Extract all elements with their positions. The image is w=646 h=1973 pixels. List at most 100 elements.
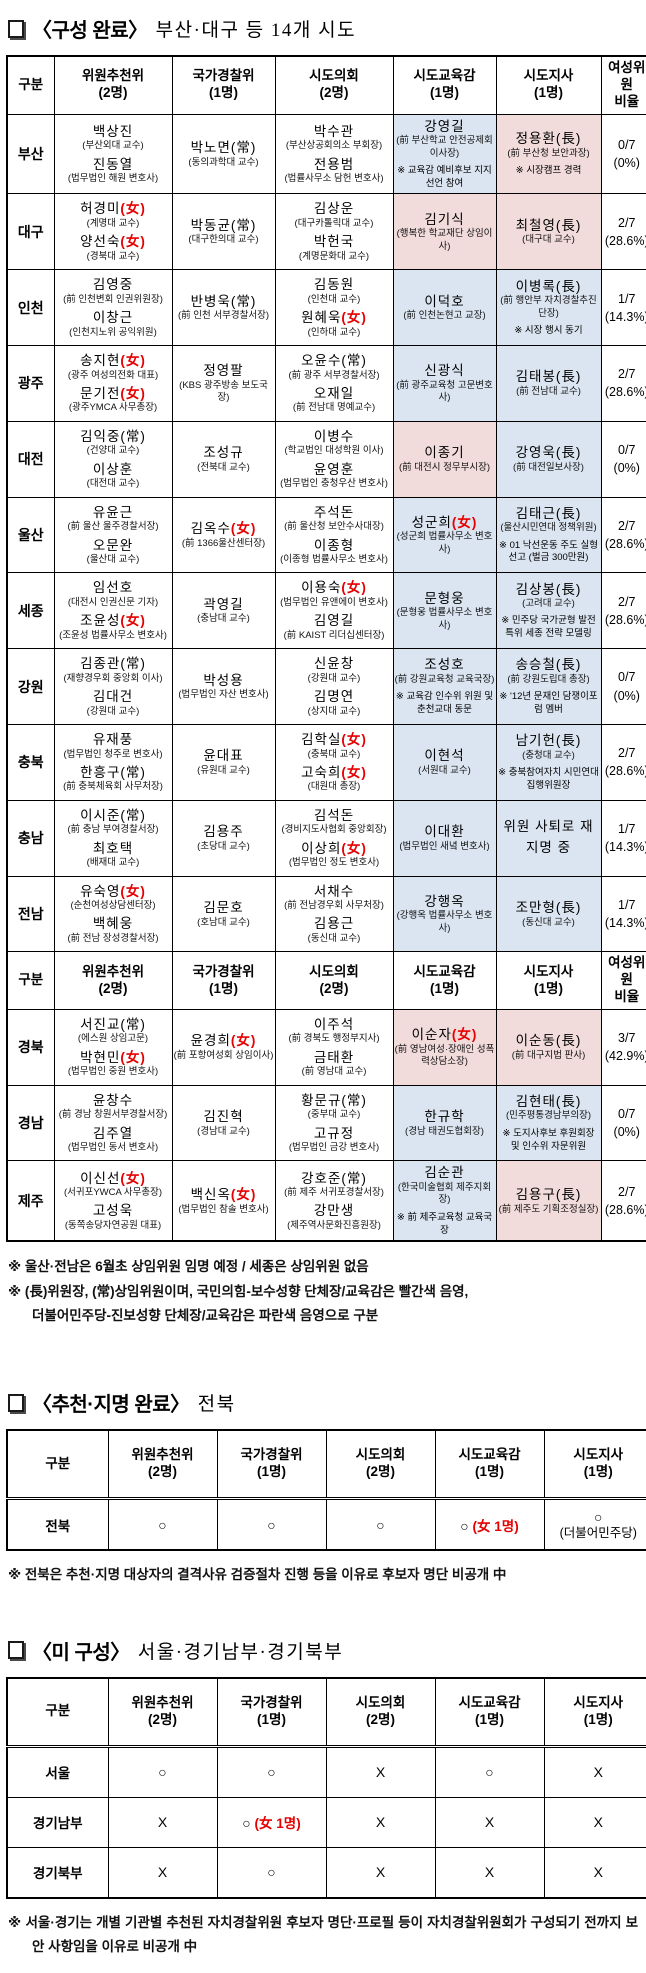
section1-title-rest: 부산·대구 등 14개 시도 [156, 15, 356, 42]
person-desc: (前 부산학교 안전공제회 이사장) [395, 135, 495, 160]
person-name: 이현석 [395, 747, 495, 765]
person-desc: (인천대 교수) [277, 294, 392, 306]
person: 이상훈(대전대 교수) [56, 461, 171, 491]
female-ratio-cell: 2/7(28.6%) [601, 497, 646, 573]
person-desc: (前 1366울산센터장) [174, 538, 274, 550]
section3-footnote: ※ 서울·경기는 개별 기관별 추천된 자치경찰위원 후보자 명단·프로필 등이… [8, 1911, 638, 1960]
section3-title-rest: 서울·경기남부·경기북부 [138, 1637, 343, 1664]
person: 백혜웅(前 전남 장성경찰서장) [56, 915, 171, 945]
person: 김석돈(경비지도사협회 중앙회장) [277, 807, 392, 837]
status-cell: ○ [108, 1746, 217, 1797]
person-note: ※ 교육감 예비후보 지지선언 참여 [395, 165, 495, 191]
status-mark: X [376, 1864, 385, 1880]
person: 백신옥(女)(법무법인 참솔 변호사) [174, 1186, 274, 1216]
person: 김옥수(女)(前 1366울산센터장) [174, 520, 274, 550]
person-name: 고숙희(女) [277, 764, 392, 782]
person-desc: (前 대전시 정무부시장) [395, 462, 495, 474]
person-note: ※ 시장 행시 동기 [498, 325, 600, 338]
national-police-committee-cell: 박성용(법무법인 자산 변호사) [172, 649, 275, 725]
person: 김주열(법무법인 동서 변호사) [56, 1125, 171, 1155]
person: 윤경희(女)(前 포항여성회 상임이사) [174, 1032, 274, 1062]
person-desc: (계명문화대 교수) [277, 251, 392, 263]
recommendation-committee-cell: 유윤근(前 울산 울주경찰서장)오문완(울산대 교수) [54, 497, 172, 573]
status-mark: ○ [242, 1815, 250, 1831]
national-police-committee-cell: 반병욱(常)(前 인천 서부경찰서장) [172, 270, 275, 346]
person-desc: (前 전남대 명예교수) [277, 402, 392, 414]
person-desc: (조윤성 법률사무소 변호사) [56, 630, 171, 642]
person-desc: (충남대 교수) [174, 613, 274, 625]
person-name: 조윤성(女) [56, 612, 171, 630]
person: 양선숙(女)(경북대 교수) [56, 233, 171, 263]
person-desc: (유원대 교수) [174, 765, 274, 777]
status-cell: X [544, 1746, 646, 1797]
national-police-committee-cell: 김옥수(女)(前 1366울산센터장) [172, 497, 275, 573]
provincial-council-cell: 황문규(常)(중부대 교수)고규정(법무법인 금강 변호사) [275, 1085, 393, 1161]
ratio-percent: (14.3%) [603, 914, 646, 932]
person-desc: (법무법인 충청우산 변호사) [277, 478, 392, 490]
person: 고규정(법무법인 금강 변호사) [277, 1125, 392, 1155]
person-desc: (상지대 교수) [277, 706, 392, 718]
female-marker: (女) [341, 580, 367, 595]
person-desc: (계명대 교수) [56, 218, 171, 230]
person-name: 김익중(常) [56, 428, 171, 446]
ratio-percent: (28.6%) [603, 535, 646, 553]
person-desc: (前 전남 장성경찰서장) [56, 933, 171, 945]
person: 김종관(常)(재향경우회 중앙회 이사) [56, 655, 171, 685]
person: 조윤성(女)(조윤성 법률사무소 변호사) [56, 612, 171, 642]
status-cell: ○ [217, 1746, 326, 1797]
person: 김대건(강원대 교수) [56, 688, 171, 718]
person: 유재풍(법무법인 청주로 변호사) [56, 731, 171, 761]
person-desc: (법률사무소 담헌 변호사) [277, 173, 392, 185]
status-mark: X [594, 1864, 603, 1880]
person-name: 김영중 [56, 276, 171, 294]
person-name: 이병수 [277, 428, 392, 446]
person: 허경미(女)(계명대 교수) [56, 200, 171, 230]
recommendation-committee-cell: 유재풍(법무법인 청주로 변호사)한흥구(常)(前 충북체육회 사무처장) [54, 724, 172, 800]
recommendation-committee-cell: 윤창수(前 경남 창원서부경찰서장)김주열(법무법인 동서 변호사) [54, 1085, 172, 1161]
person: 오윤수(常)(前 광주 서부경찰서장) [277, 352, 392, 382]
governor-cell: 김현태(長)(민주평통경남부의장)※ 도지사후보 후원회장 및 인수위 자문위원 [496, 1085, 601, 1161]
person-name: 김기식 [395, 211, 495, 229]
person-desc: (前 부산청 보안과장) [498, 148, 600, 160]
governor-cell: 정용환(長)(前 부산청 보안과장)※ 시장캠프 경력 [496, 114, 601, 194]
person-name: 김동원 [277, 276, 392, 294]
person-desc: (법무법인 유앤에이 변호사) [277, 597, 392, 609]
status-mark: X [158, 1814, 167, 1830]
status-cell: X [326, 1847, 435, 1898]
region-name-cell: 제주 [7, 1161, 54, 1241]
person-name: 김영길 [277, 612, 392, 630]
person-name: 허경미(女) [56, 200, 171, 218]
person-desc: (前 행안부 자치경찰추진단장) [498, 295, 600, 320]
person: 전용범(법률사무소 담헌 변호사) [277, 156, 392, 186]
square-bullet-icon [8, 20, 24, 38]
column-header: 시도의회(2명) [275, 56, 393, 114]
provincial-council-cell: 오윤수(常)(前 광주 서부경찰서장)오재일(前 전남대 명예교수) [275, 346, 393, 422]
column-header: 위원추천위(2명) [54, 952, 172, 1010]
person-name: 유재풍 [56, 731, 171, 749]
column-header: 시도의회(2명) [275, 952, 393, 1010]
person: 오재일(前 전남대 명예교수) [277, 385, 392, 415]
person-desc: (前 제주 서귀포경찰서장) [277, 1187, 392, 1199]
superintendent-cell: 김기식(행복한 학교재단 상임이사) [393, 194, 496, 270]
person-name: 오윤수(常) [277, 352, 392, 370]
footnote-line: ※ 울산·전남은 6월초 상임위원 임명 예정 / 세종은 상임위원 없음 [8, 1255, 638, 1279]
person-desc: (법무법인 정도 변호사) [277, 857, 392, 869]
person: 이신선(女)(서귀포YWCA 사무총장) [56, 1170, 171, 1200]
person-name: 고규정 [277, 1125, 392, 1143]
column-header: 시도지사(1명) [544, 1430, 646, 1499]
person-name: 윤영훈 [277, 461, 392, 479]
person-desc: (제주역사문화진흥원장) [277, 1220, 392, 1232]
provincial-council-cell: 김동원(인천대 교수)원혜욱(女)(인하대 교수) [275, 270, 393, 346]
ratio-percent: (0%) [603, 687, 646, 705]
ratio-value: 2/7 [603, 1183, 646, 1201]
person: 김영길(前 KAIST 리더십센터장) [277, 612, 392, 642]
status-cell: ○ (女 1명) [217, 1797, 326, 1847]
